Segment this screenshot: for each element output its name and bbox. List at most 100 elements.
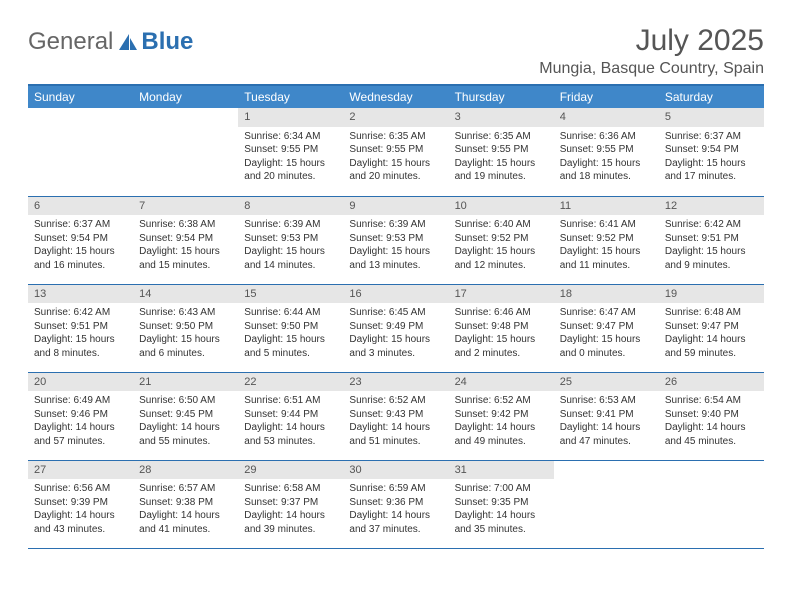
day-body: Sunrise: 6:44 AMSunset: 9:50 PMDaylight:… [238,303,343,364]
calendar-cell: .. [659,460,764,548]
day-number: 17 [449,285,554,304]
day-body: Sunrise: 6:45 AMSunset: 9:49 PMDaylight:… [343,303,448,364]
daylight-line: Daylight: 15 hours and 19 minutes. [455,157,548,184]
day-body: Sunrise: 6:42 AMSunset: 9:51 PMDaylight:… [28,303,133,364]
sunrise-line: Sunrise: 6:42 AM [34,306,127,320]
sunrise-line: Sunrise: 6:46 AM [455,306,548,320]
page-title: July 2025 [539,24,764,58]
sunrise-line: Sunrise: 6:36 AM [560,130,653,144]
day-number: 28 [133,461,238,480]
daylight-line: Daylight: 14 hours and 51 minutes. [349,421,442,448]
day-number: 10 [449,197,554,216]
calendar-cell: 14Sunrise: 6:43 AMSunset: 9:50 PMDayligh… [133,284,238,372]
day-body: Sunrise: 6:34 AMSunset: 9:55 PMDaylight:… [238,127,343,188]
calendar-cell: 20Sunrise: 6:49 AMSunset: 9:46 PMDayligh… [28,372,133,460]
day-body: Sunrise: 6:54 AMSunset: 9:40 PMDaylight:… [659,391,764,452]
logo: General Blue [28,24,193,56]
day-number: 27 [28,461,133,480]
day-body: Sunrise: 6:41 AMSunset: 9:52 PMDaylight:… [554,215,659,276]
calendar-cell: 6Sunrise: 6:37 AMSunset: 9:54 PMDaylight… [28,196,133,284]
sunset-line: Sunset: 9:42 PM [455,408,548,422]
daylight-line: Daylight: 14 hours and 53 minutes. [244,421,337,448]
calendar-cell: 19Sunrise: 6:48 AMSunset: 9:47 PMDayligh… [659,284,764,372]
daylight-line: Daylight: 15 hours and 0 minutes. [560,333,653,360]
day-header: Thursday [449,86,554,108]
day-number: 24 [449,373,554,392]
day-body: Sunrise: 6:38 AMSunset: 9:54 PMDaylight:… [133,215,238,276]
calendar-cell: 1Sunrise: 6:34 AMSunset: 9:55 PMDaylight… [238,108,343,196]
header: General Blue July 2025 Mungia, Basque Co… [28,24,764,78]
day-number: 25 [554,373,659,392]
day-body: Sunrise: 7:00 AMSunset: 9:35 PMDaylight:… [449,479,554,540]
daylight-line: Daylight: 14 hours and 49 minutes. [455,421,548,448]
sunrise-line: Sunrise: 6:58 AM [244,482,337,496]
day-number: 16 [343,285,448,304]
sunset-line: Sunset: 9:46 PM [34,408,127,422]
day-number: 21 [133,373,238,392]
calendar-cell: 21Sunrise: 6:50 AMSunset: 9:45 PMDayligh… [133,372,238,460]
daylight-line: Daylight: 15 hours and 5 minutes. [244,333,337,360]
day-body: Sunrise: 6:40 AMSunset: 9:52 PMDaylight:… [449,215,554,276]
day-body: Sunrise: 6:36 AMSunset: 9:55 PMDaylight:… [554,127,659,188]
sunrise-line: Sunrise: 6:52 AM [455,394,548,408]
sunrise-line: Sunrise: 6:43 AM [139,306,232,320]
day-body: Sunrise: 6:37 AMSunset: 9:54 PMDaylight:… [28,215,133,276]
sunrise-line: Sunrise: 6:59 AM [349,482,442,496]
sunset-line: Sunset: 9:44 PM [244,408,337,422]
day-body: Sunrise: 6:39 AMSunset: 9:53 PMDaylight:… [238,215,343,276]
day-number: 30 [343,461,448,480]
daylight-line: Daylight: 15 hours and 12 minutes. [455,245,548,272]
day-number: 9 [343,197,448,216]
sunset-line: Sunset: 9:53 PM [244,232,337,246]
calendar-cell: 26Sunrise: 6:54 AMSunset: 9:40 PMDayligh… [659,372,764,460]
day-number: 2 [343,108,448,127]
sunset-line: Sunset: 9:50 PM [139,320,232,334]
sunrise-line: Sunrise: 6:42 AM [665,218,758,232]
sunset-line: Sunset: 9:50 PM [244,320,337,334]
sunset-line: Sunset: 9:54 PM [665,143,758,157]
day-body: Sunrise: 6:59 AMSunset: 9:36 PMDaylight:… [343,479,448,540]
daylight-line: Daylight: 15 hours and 20 minutes. [244,157,337,184]
calendar-cell: 25Sunrise: 6:53 AMSunset: 9:41 PMDayligh… [554,372,659,460]
calendar-cell: 29Sunrise: 6:58 AMSunset: 9:37 PMDayligh… [238,460,343,548]
sunset-line: Sunset: 9:52 PM [560,232,653,246]
sunset-line: Sunset: 9:35 PM [455,496,548,510]
sunrise-line: Sunrise: 6:39 AM [349,218,442,232]
daylight-line: Daylight: 15 hours and 15 minutes. [139,245,232,272]
sunrise-line: Sunrise: 6:56 AM [34,482,127,496]
sunset-line: Sunset: 9:53 PM [349,232,442,246]
sunrise-line: Sunrise: 6:53 AM [560,394,653,408]
day-number: 4 [554,108,659,127]
daylight-line: Daylight: 14 hours and 37 minutes. [349,509,442,536]
day-body: Sunrise: 6:35 AMSunset: 9:55 PMDaylight:… [449,127,554,188]
logo-text-general: General [28,28,113,56]
calendar-cell: 28Sunrise: 6:57 AMSunset: 9:38 PMDayligh… [133,460,238,548]
sunset-line: Sunset: 9:55 PM [560,143,653,157]
daylight-line: Daylight: 15 hours and 6 minutes. [139,333,232,360]
calendar-cell: 27Sunrise: 6:56 AMSunset: 9:39 PMDayligh… [28,460,133,548]
calendar-cell: 3Sunrise: 6:35 AMSunset: 9:55 PMDaylight… [449,108,554,196]
day-body: Sunrise: 6:52 AMSunset: 9:43 PMDaylight:… [343,391,448,452]
calendar-cell: 10Sunrise: 6:40 AMSunset: 9:52 PMDayligh… [449,196,554,284]
day-header: Tuesday [238,86,343,108]
sunset-line: Sunset: 9:39 PM [34,496,127,510]
day-body: Sunrise: 6:48 AMSunset: 9:47 PMDaylight:… [659,303,764,364]
day-number: 20 [28,373,133,392]
day-number: 19 [659,285,764,304]
daylight-line: Daylight: 14 hours and 47 minutes. [560,421,653,448]
daylight-line: Daylight: 15 hours and 17 minutes. [665,157,758,184]
day-number: 8 [238,197,343,216]
sunrise-line: Sunrise: 6:35 AM [349,130,442,144]
sunrise-line: Sunrise: 6:57 AM [139,482,232,496]
day-number: 31 [449,461,554,480]
day-number: 13 [28,285,133,304]
daylight-line: Daylight: 14 hours and 59 minutes. [665,333,758,360]
daylight-line: Daylight: 15 hours and 11 minutes. [560,245,653,272]
day-body: Sunrise: 6:52 AMSunset: 9:42 PMDaylight:… [449,391,554,452]
calendar-cell: 4Sunrise: 6:36 AMSunset: 9:55 PMDaylight… [554,108,659,196]
daylight-line: Daylight: 14 hours and 55 minutes. [139,421,232,448]
sunrise-line: Sunrise: 6:39 AM [244,218,337,232]
calendar-cell: 16Sunrise: 6:45 AMSunset: 9:49 PMDayligh… [343,284,448,372]
day-body: Sunrise: 6:56 AMSunset: 9:39 PMDaylight:… [28,479,133,540]
day-header: Monday [133,86,238,108]
